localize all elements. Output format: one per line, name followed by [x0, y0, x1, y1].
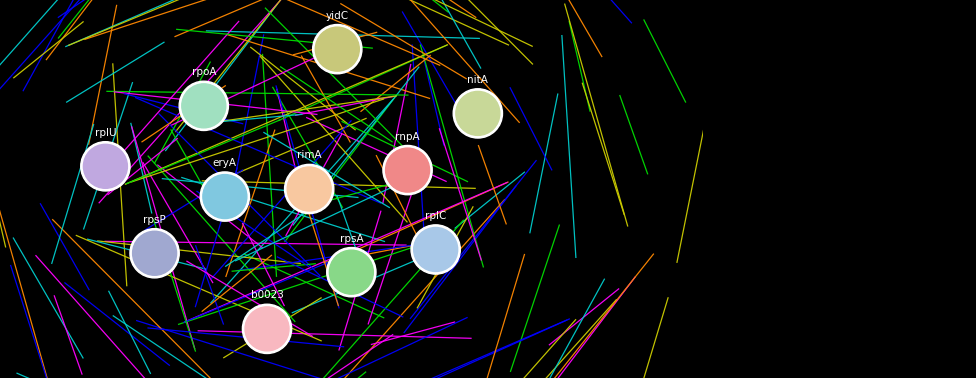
Text: rpsA: rpsA [340, 234, 363, 243]
Ellipse shape [200, 172, 250, 221]
Ellipse shape [245, 307, 289, 351]
Ellipse shape [242, 304, 292, 353]
Ellipse shape [386, 148, 429, 192]
Text: rnpA: rnpA [395, 132, 420, 141]
Ellipse shape [130, 229, 180, 278]
Ellipse shape [203, 175, 247, 218]
Text: eryA: eryA [213, 158, 237, 168]
Ellipse shape [182, 84, 225, 128]
Text: rplU: rplU [95, 128, 116, 138]
Text: rpsP: rpsP [143, 215, 166, 225]
Text: yidC: yidC [326, 11, 348, 20]
Ellipse shape [329, 250, 374, 294]
Text: rimA: rimA [297, 150, 321, 160]
Ellipse shape [453, 89, 503, 138]
Ellipse shape [81, 142, 130, 191]
Ellipse shape [414, 228, 458, 271]
Ellipse shape [133, 231, 177, 275]
Ellipse shape [327, 248, 376, 297]
Ellipse shape [285, 164, 334, 214]
Ellipse shape [456, 91, 500, 135]
Ellipse shape [411, 225, 461, 274]
Text: nitA: nitA [468, 75, 488, 85]
Ellipse shape [83, 144, 128, 188]
Text: rpoA: rpoA [191, 67, 216, 77]
Text: rplC: rplC [425, 211, 446, 221]
Ellipse shape [315, 27, 359, 71]
Text: b0023: b0023 [251, 290, 283, 300]
Ellipse shape [383, 146, 432, 195]
Ellipse shape [287, 167, 331, 211]
Ellipse shape [180, 81, 228, 130]
Ellipse shape [312, 25, 362, 74]
